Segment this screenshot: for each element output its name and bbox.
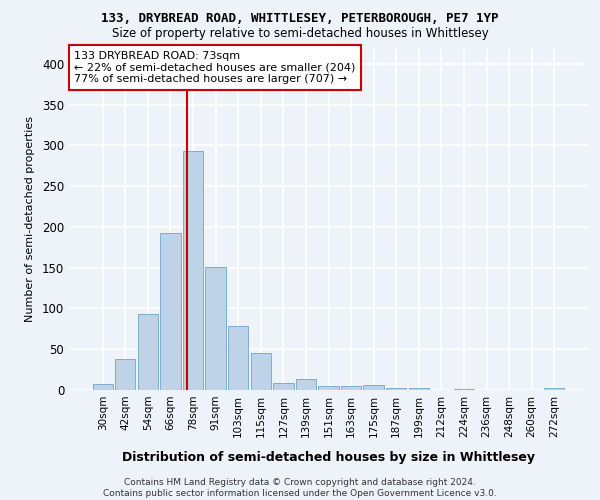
- Bar: [251, 354, 271, 390]
- Bar: [544, 388, 565, 390]
- Y-axis label: Number of semi-detached properties: Number of semi-detached properties: [25, 116, 35, 322]
- Text: Contains HM Land Registry data © Crown copyright and database right 2024.
Contai: Contains HM Land Registry data © Crown c…: [103, 478, 497, 498]
- Bar: [92, 384, 113, 390]
- Bar: [138, 314, 158, 390]
- Bar: [160, 234, 181, 390]
- Text: 133, DRYBREAD ROAD, WHITTLESEY, PETERBOROUGH, PE7 1YP: 133, DRYBREAD ROAD, WHITTLESEY, PETERBOR…: [101, 12, 499, 26]
- Bar: [183, 151, 203, 390]
- Bar: [115, 359, 136, 390]
- Bar: [273, 382, 293, 390]
- Bar: [409, 388, 429, 390]
- Bar: [341, 386, 361, 390]
- Bar: [296, 380, 316, 390]
- Text: 133 DRYBREAD ROAD: 73sqm
← 22% of semi-detached houses are smaller (204)
77% of : 133 DRYBREAD ROAD: 73sqm ← 22% of semi-d…: [74, 51, 356, 84]
- X-axis label: Distribution of semi-detached houses by size in Whittlesey: Distribution of semi-detached houses by …: [122, 451, 535, 464]
- Bar: [364, 385, 384, 390]
- Bar: [228, 326, 248, 390]
- Bar: [319, 386, 338, 390]
- Bar: [454, 389, 474, 390]
- Bar: [386, 388, 406, 390]
- Bar: [205, 267, 226, 390]
- Text: Size of property relative to semi-detached houses in Whittlesey: Size of property relative to semi-detach…: [112, 28, 488, 40]
